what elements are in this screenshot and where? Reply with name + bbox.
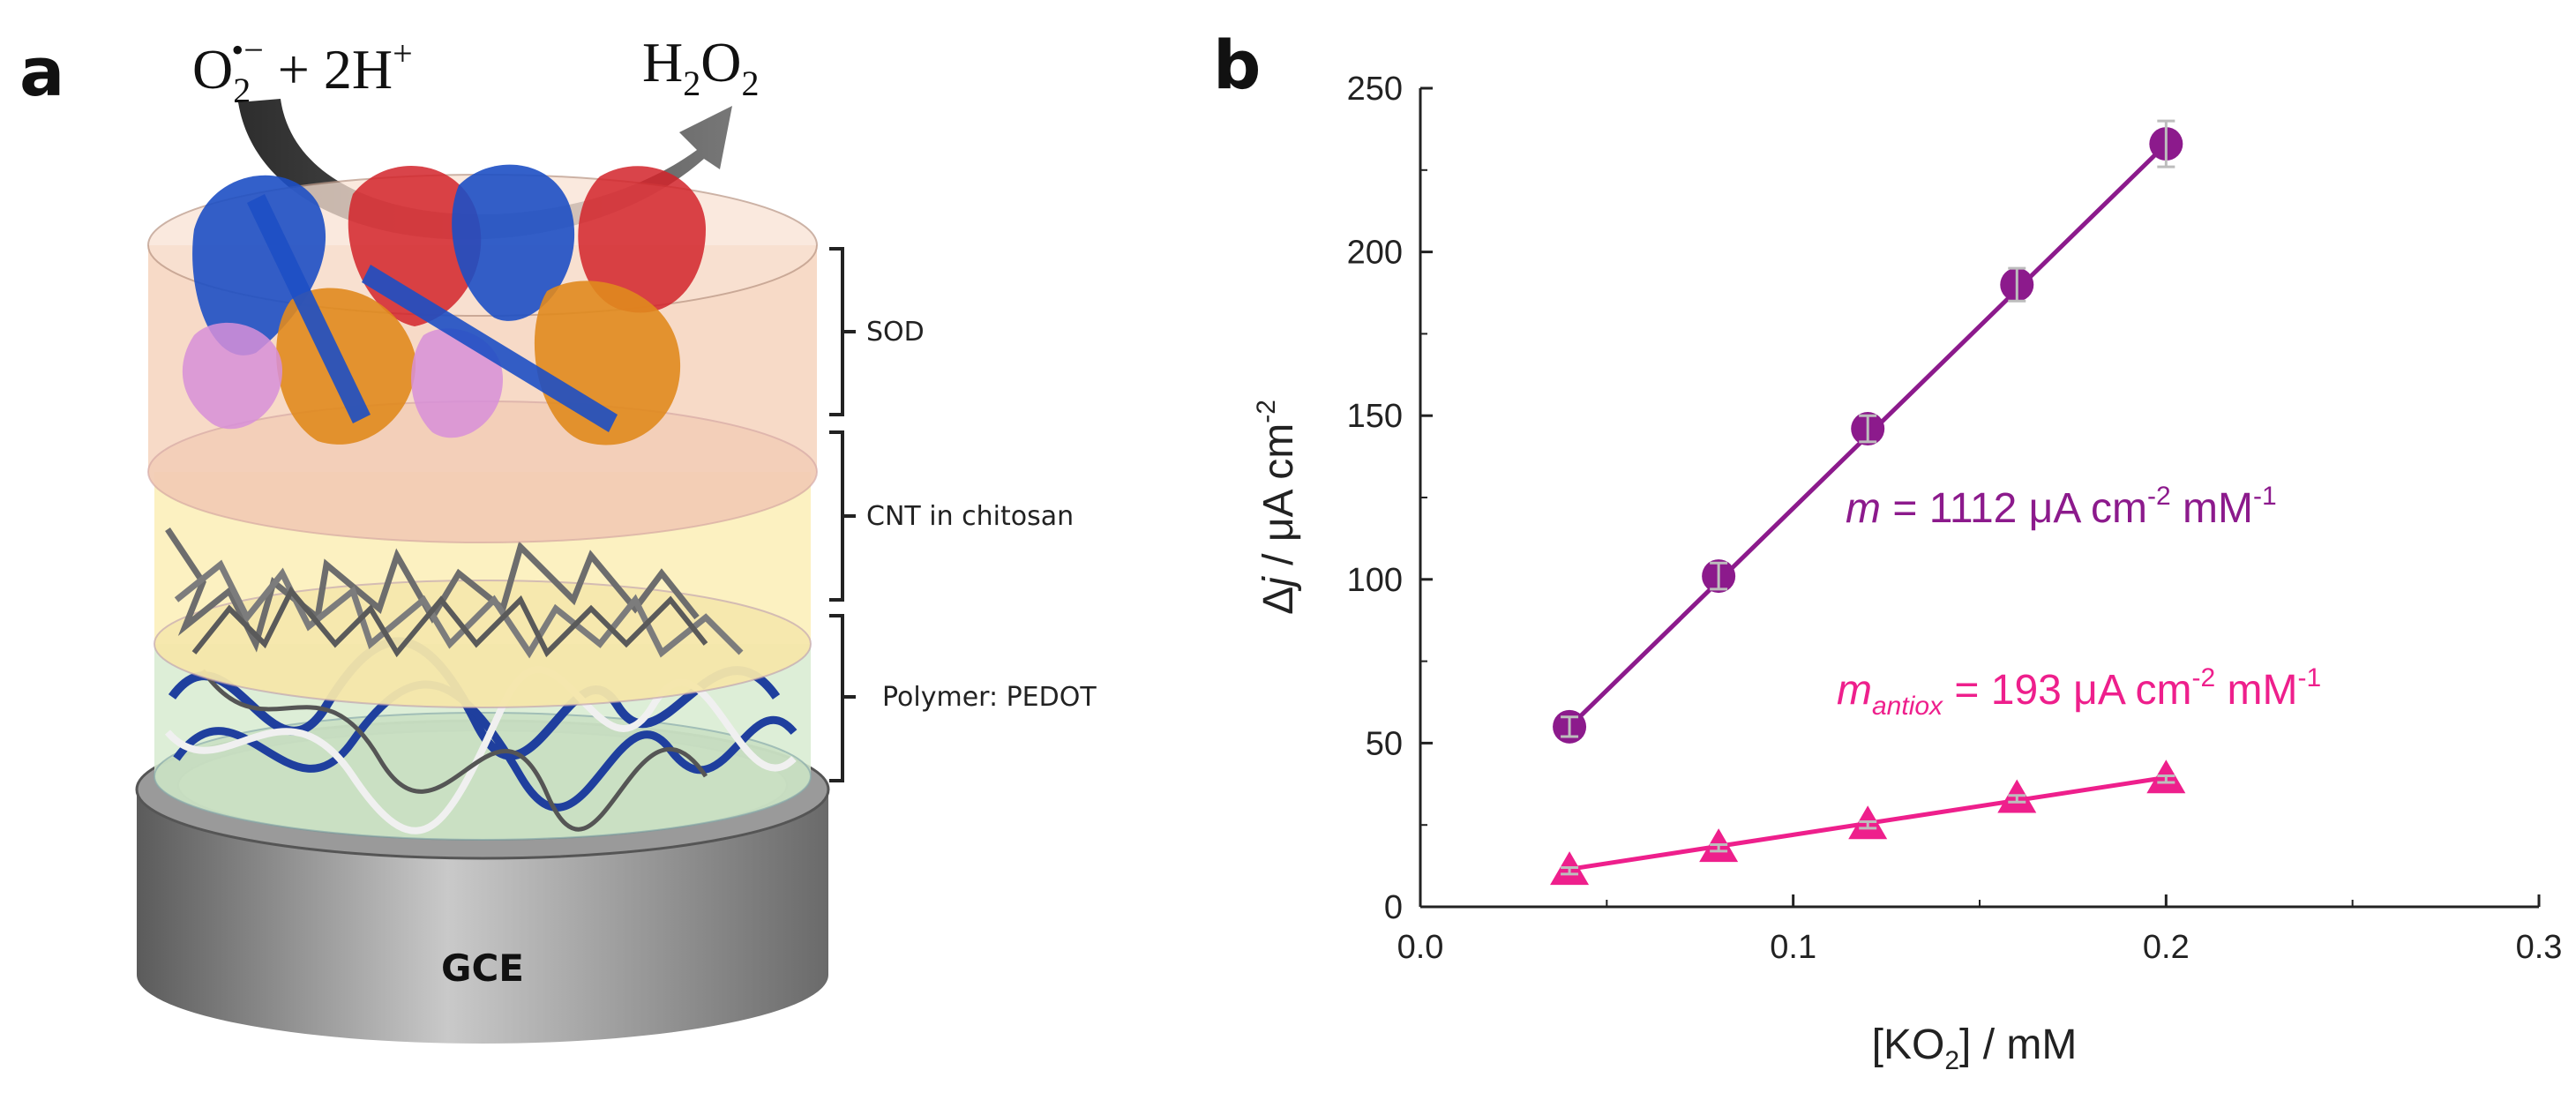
y-tick-label: 100 [1347, 562, 1403, 599]
layer-label-pedot: Polymer: PEDOT [882, 682, 1097, 713]
y-tick-label: 50 [1366, 725, 1403, 762]
panel-a: a O2•− + 2H+ H2O2 GCE [19, 30, 1097, 1044]
layer-label-cnt: CNT in chitosan [866, 501, 1074, 532]
sod-layer [147, 164, 818, 543]
annotation-antiox-slope: mantiox = 193 μA cm-2 mM-1 [1837, 663, 2321, 721]
y-tick-label: 150 [1347, 398, 1403, 435]
gce-label: GCE [441, 947, 524, 990]
x-tick-label: 0.1 [1770, 929, 1816, 966]
annotation-sod-slope: m = 1112 μA cm-2 mM-1 [1846, 482, 2277, 532]
y-tick-label: 250 [1347, 71, 1403, 108]
reaction-reactant: O2•− + 2H+ [192, 30, 413, 110]
x-axis-title: [KO2] / mM [1872, 1021, 2078, 1075]
x-tick-label: 0.3 [2516, 929, 2563, 966]
panel-b-letter: b [1213, 26, 1261, 104]
data-points [1550, 119, 2186, 886]
layer-brackets [829, 247, 856, 782]
reaction-product: H2O2 [642, 31, 759, 103]
x-tick-label: 0.0 [1397, 929, 1444, 966]
tick-labels: 0 50 100 150 200 250 0.0 0.1 0.2 0.3 [1347, 71, 2563, 966]
y-axis-title: Δj / μA cm-2 [1252, 400, 1302, 615]
axes [1419, 86, 2541, 909]
layer-label-sod: SOD [866, 317, 925, 348]
y-tick-label: 200 [1347, 235, 1403, 272]
x-tick-label: 0.2 [2143, 929, 2190, 966]
panel-a-letter: a [19, 33, 64, 111]
chart: 0 50 100 150 200 250 0.0 0.1 0.2 0.3 [1347, 71, 2563, 966]
y-tick-label: 0 [1384, 889, 1403, 926]
panel-b: b 0 50 100 150 200 250 0.0 0.1 0.2 0.3 [KO2] / mM… [1213, 26, 2562, 1075]
